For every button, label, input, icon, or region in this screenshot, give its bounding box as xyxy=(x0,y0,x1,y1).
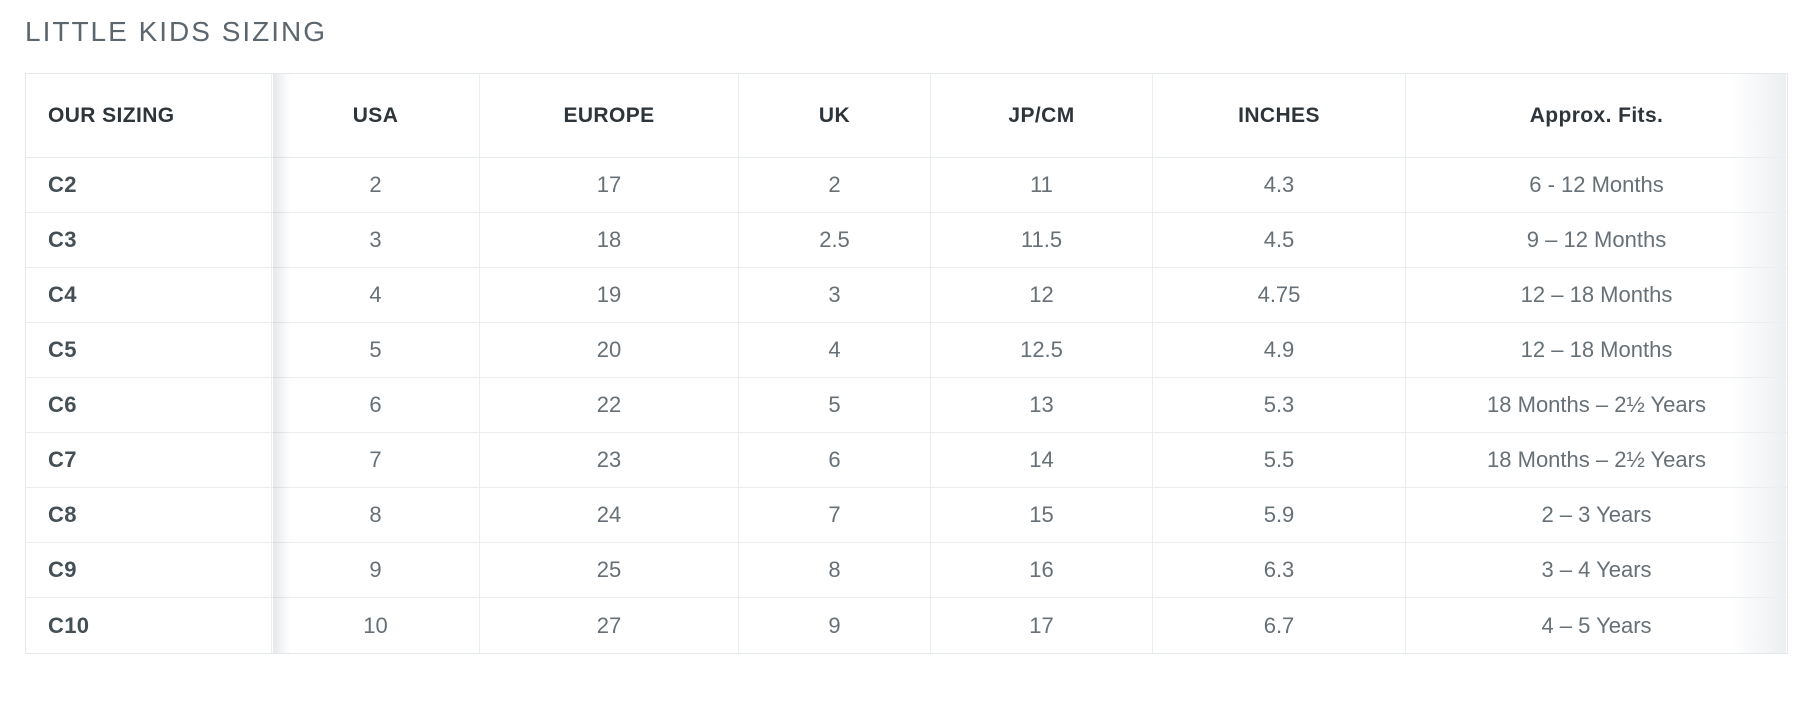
sizing-table-scroll-area[interactable]: OUR SIZING USA EUROPE UK JP/CM INCHES Approx. … xyxy=(25,73,1788,654)
cell-jp_cm: 11.5 xyxy=(931,213,1153,268)
row-label: C3 xyxy=(26,213,272,268)
cell-fits: 6 - 12 Months xyxy=(1406,158,1787,213)
column-header-usa: USA xyxy=(272,74,480,158)
cell-usa: 2 xyxy=(272,158,480,213)
cell-usa: 5 xyxy=(272,323,480,378)
cell-uk: 2 xyxy=(739,158,931,213)
table-row: C2 2 17 2 11 4.3 6 - 12 Months xyxy=(26,158,1787,213)
cell-europe: 23 xyxy=(480,433,739,488)
cell-europe: 27 xyxy=(480,598,739,653)
cell-europe: 20 xyxy=(480,323,739,378)
cell-usa: 7 xyxy=(272,433,480,488)
cell-usa: 4 xyxy=(272,268,480,323)
cell-fits: 18 Months – 2½ Years xyxy=(1406,378,1787,433)
table-row: C7 7 23 6 14 5.5 18 Months – 2½ Years xyxy=(26,433,1787,488)
cell-jp_cm: 16 xyxy=(931,543,1153,598)
cell-uk: 7 xyxy=(739,488,931,543)
row-label: C5 xyxy=(26,323,272,378)
cell-inches: 5.5 xyxy=(1153,433,1406,488)
cell-uk: 9 xyxy=(739,598,931,653)
row-label: C10 xyxy=(26,598,272,653)
column-header-jp_cm: JP/CM xyxy=(931,74,1153,158)
table-body: C2 2 17 2 11 4.3 6 - 12 Months C3 3 18 2.5 11.5 4.5 9… xyxy=(26,158,1787,653)
header-row: OUR SIZING USA EUROPE UK JP/CM INCHES Approx. … xyxy=(26,74,1787,158)
column-header-fits: Approx. Fits. xyxy=(1406,74,1787,158)
row-label: C2 xyxy=(26,158,272,213)
sizing-table: OUR SIZING USA EUROPE UK JP/CM INCHES Approx. … xyxy=(25,73,1788,654)
table-row: C5 5 20 4 12.5 4.9 12 – 18 Months xyxy=(26,323,1787,378)
cell-fits: 9 – 12 Months xyxy=(1406,213,1787,268)
cell-inches: 6.3 xyxy=(1153,543,1406,598)
cell-inches: 4.75 xyxy=(1153,268,1406,323)
cell-uk: 3 xyxy=(739,268,931,323)
cell-uk: 4 xyxy=(739,323,931,378)
cell-fits: 3 – 4 Years xyxy=(1406,543,1787,598)
column-header-inches: INCHES xyxy=(1153,74,1406,158)
cell-jp_cm: 12 xyxy=(931,268,1153,323)
page-title: LITTLE KIDS SIZING xyxy=(25,16,328,47)
cell-inches: 5.3 xyxy=(1153,378,1406,433)
cell-europe: 17 xyxy=(480,158,739,213)
table-row: C4 4 19 3 12 4.75 12 – 18 Months xyxy=(26,268,1787,323)
column-header-europe: EUROPE xyxy=(480,74,739,158)
table-row: C8 8 24 7 15 5.9 2 – 3 Years xyxy=(26,488,1787,543)
cell-europe: 22 xyxy=(480,378,739,433)
cell-uk: 5 xyxy=(739,378,931,433)
cell-fits: 12 – 18 Months xyxy=(1406,323,1787,378)
cell-jp_cm: 17 xyxy=(931,598,1153,653)
cell-jp_cm: 12.5 xyxy=(931,323,1153,378)
cell-inches: 4.3 xyxy=(1153,158,1406,213)
table-row: C9 9 25 8 16 6.3 3 – 4 Years xyxy=(26,543,1787,598)
column-header-our_sizing: OUR SIZING xyxy=(26,74,272,158)
table-row: C3 3 18 2.5 11.5 4.5 9 – 12 Months xyxy=(26,213,1787,268)
cell-jp_cm: 11 xyxy=(931,158,1153,213)
cell-inches: 4.9 xyxy=(1153,323,1406,378)
cell-inches: 5.9 xyxy=(1153,488,1406,543)
table-row: C6 6 22 5 13 5.3 18 Months – 2½ Years xyxy=(26,378,1787,433)
cell-usa: 8 xyxy=(272,488,480,543)
column-header-uk: UK xyxy=(739,74,931,158)
cell-jp_cm: 15 xyxy=(931,488,1153,543)
cell-fits: 2 – 3 Years xyxy=(1406,488,1787,543)
cell-uk: 8 xyxy=(739,543,931,598)
cell-uk: 6 xyxy=(739,433,931,488)
cell-fits: 4 – 5 Years xyxy=(1541,612,1652,638)
cell-jp_cm: 13 xyxy=(931,378,1153,433)
cell-europe: 18 xyxy=(480,213,739,268)
row-label: C4 xyxy=(26,268,272,323)
row-label: C8 xyxy=(26,488,272,543)
cell-uk: 2.5 xyxy=(739,213,931,268)
cell-fits: 12 – 18 Months xyxy=(1406,268,1787,323)
row-label: C9 xyxy=(26,543,272,598)
cell-fits: 18 Months – 2½ Years xyxy=(1406,433,1787,488)
cell-jp_cm: 14 xyxy=(931,433,1153,488)
cell-inches: 4.5 xyxy=(1153,213,1406,268)
table-row: C10 10 27 9 17 6.7 4 – 5 Years xyxy=(26,598,1787,653)
cell-inches: 6.7 xyxy=(1153,598,1406,653)
cell-europe: 24 xyxy=(480,488,739,543)
row-label: C7 xyxy=(26,433,272,488)
cell-usa: 10 xyxy=(272,598,480,653)
cell-usa: 6 xyxy=(272,378,480,433)
cell-usa: 9 xyxy=(272,543,480,598)
row-label: C6 xyxy=(26,378,272,433)
cell-europe: 25 xyxy=(480,543,739,598)
cell-europe: 19 xyxy=(480,268,739,323)
cell-usa: 3 xyxy=(272,213,480,268)
